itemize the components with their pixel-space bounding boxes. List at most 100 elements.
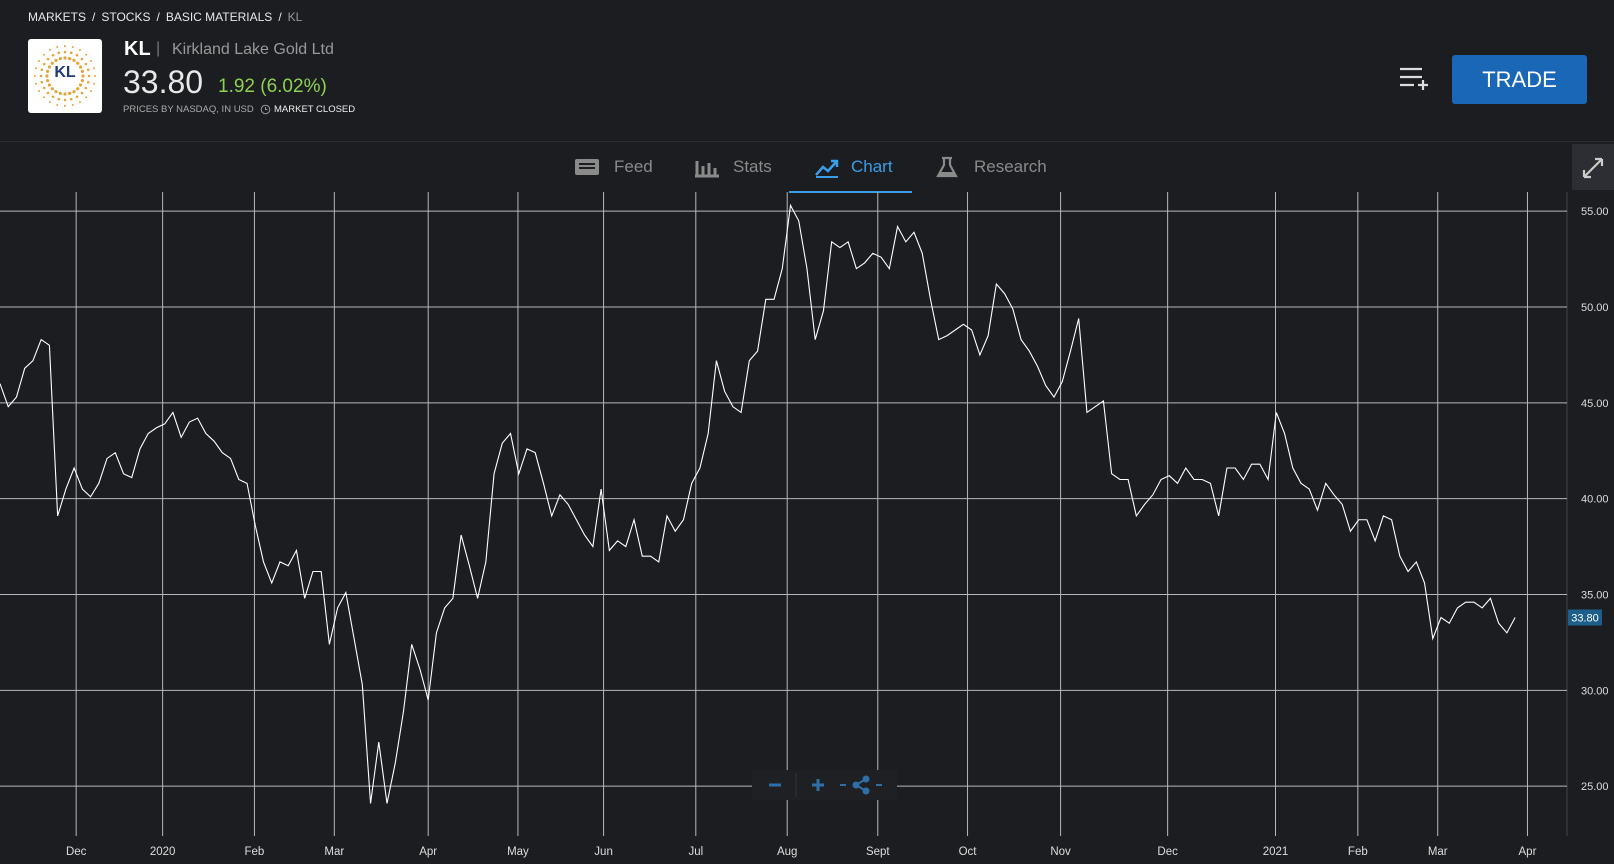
logo-dot [58,57,62,61]
y-tick-label: 40.00 [1581,494,1609,506]
x-tick-label: 2020 [150,846,176,858]
breadcrumb-item: KL [287,10,303,24]
y-tick-label: 55.00 [1581,206,1609,218]
logo-dot [94,75,96,77]
tab[interactable]: Chart [851,157,893,176]
logo-dot [68,91,72,95]
logo-dot [79,49,81,52]
divider [0,141,1614,142]
tab[interactable]: Research [974,157,1047,176]
watchlist-button[interactable] [1396,60,1432,96]
logo-dot [85,53,88,56]
logo-dot [63,50,67,54]
tab[interactable]: Feed [614,157,653,176]
logo-dot [50,87,54,91]
tab-icon-glyph [815,159,839,178]
breadcrumb-item[interactable]: MARKETS [28,10,87,24]
logo-dot [64,45,66,47]
logo-dot [86,80,90,84]
tab-icon [814,155,842,184]
logo-dot [87,74,91,78]
market-status: MARKET CLOSED [274,104,356,115]
x-tick-label: Jun [594,846,613,858]
y-tick-label: 45.00 [1581,398,1609,410]
y-tick-label: 35.00 [1581,590,1609,602]
logo-dot [80,57,84,61]
logo-dot [64,105,66,107]
logo-dot [68,57,72,61]
logo-dot [39,74,43,78]
logo-dot [49,100,51,103]
logo-dot [47,83,52,87]
logo-dot [51,95,55,99]
trade-button[interactable]: TRADE [1452,55,1587,104]
tab-icon-glyph [936,156,958,178]
price-line [0,203,1516,804]
x-tick-label: Dec [1157,846,1178,858]
tab-icon [935,155,963,184]
logo-dot [80,69,84,73]
tab[interactable]: Stats [733,157,772,176]
logo-dot [57,97,61,101]
logo-dot [80,91,84,95]
logo-dot [79,100,81,103]
x-tick-label: Nov [1050,846,1071,858]
tab-icon-glyph [575,159,599,175]
logo-dot [38,90,41,92]
fullscreen-icon [1582,157,1604,179]
clock-icon [260,104,271,115]
logo-ring [34,45,96,107]
logo-dot [46,79,50,83]
logo-dot [76,61,80,65]
logo-dot [57,51,61,55]
logo-dot [42,96,45,99]
logo-dot [49,49,51,52]
logo-dot [84,62,88,66]
logo-dot [89,90,92,92]
logo-dot [38,60,41,62]
tab-icon [573,155,601,184]
x-tick-label: Apr [1519,846,1537,858]
logo-dot [63,98,67,102]
logo-dot [51,53,55,57]
y-tick-label: 50.00 [1581,302,1609,314]
breadcrumb-item[interactable]: BASIC MATERIALS [165,10,273,24]
logo-dot [40,80,44,84]
logo-dot [46,69,50,73]
logo-dot [92,82,95,85]
separator: | [156,40,161,57]
zoom-in[interactable] [812,779,824,791]
y-tick-label: 30.00 [1581,685,1609,697]
logo-dot [63,56,67,60]
logo-dot [35,67,38,70]
logo-dot [50,61,54,65]
share[interactable] [852,775,870,795]
logo-dot [58,91,62,95]
logo-dot [69,51,73,55]
logo-text: KL [54,64,76,81]
logo-dot [46,91,50,95]
price-source: PRICES BY NASDAQ, IN USD [123,104,254,115]
fullscreen-button[interactable] [1572,144,1614,190]
logo-dot [78,83,83,87]
logo-dot [92,67,95,70]
logo-dot [86,68,90,72]
breadcrumb-item[interactable]: STOCKS [101,10,151,24]
x-tick-label: Jul [688,846,703,858]
zoom-controls [752,770,897,800]
x-tick-label: Mar [1428,846,1448,858]
logo-dot [75,53,79,57]
logo-dot [85,96,88,99]
last-price-label: 33.80 [1571,613,1599,625]
tab-icon [694,155,722,184]
breadcrumb-separator: / [92,10,96,24]
x-tick-label: Oct [959,846,978,858]
logo-dot [40,68,44,72]
logo-dot [45,74,49,78]
logo-dot [81,74,85,78]
logo-dot [35,82,38,85]
logo-dot [75,95,79,99]
logo-dot [56,46,59,49]
logo [28,39,102,113]
